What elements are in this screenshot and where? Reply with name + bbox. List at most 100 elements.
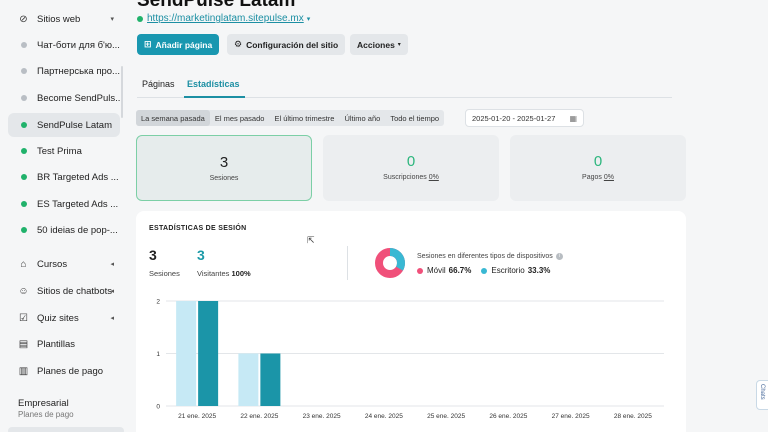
sidebar-item-label: ES Targeted Ads ... [37, 198, 119, 210]
period-filter-option[interactable]: El mes pasado [214, 113, 265, 123]
stat-label: Sesiones [209, 175, 239, 182]
sidebar-item-label: Test Prima [37, 145, 82, 157]
sidebar-item[interactable]: ⊘ Sitios web ▾ [8, 7, 120, 31]
site-settings-button[interactable]: ⚙ Configuración del sitio [227, 34, 346, 55]
sidebar-item[interactable]: ▤ Plantillas [8, 332, 120, 356]
stat-value: 0 [406, 153, 416, 170]
chevron-left-icon[interactable]: ◂ [110, 261, 114, 268]
sidebar-item-label: Quiz sites [37, 312, 79, 324]
sidebar-item-label: Cursos [37, 258, 68, 270]
sidebar-bottom-item[interactable] [8, 427, 124, 432]
chevron-left-icon[interactable]: ◂ [110, 288, 114, 295]
legend-swatch-mobile [417, 267, 423, 274]
date-range-picker[interactable]: 2025-01-20 - 2025-01-27 ▦ [465, 109, 584, 127]
actions-button[interactable]: Acciones ▾ [350, 34, 408, 55]
period-filter-option[interactable]: La semana pasada [136, 110, 210, 126]
period-filter-option[interactable]: Último año [344, 113, 381, 123]
sidebar-item[interactable]: 50 ideias de pop-... [8, 218, 120, 242]
chevron-left-icon[interactable]: ◂ [110, 315, 114, 322]
period-filter: La semana pasada El mes pasado El último t… [136, 110, 445, 126]
sidebar-item[interactable]: ES Targeted Ads ... [8, 192, 120, 216]
devices-title-text: Sesiones en diferentes tipos de disposit… [417, 253, 553, 260]
legend-mobile-pct: 66.7% [448, 266, 472, 275]
quiz-icon: ☑ [19, 312, 28, 324]
stat-card-subscriptions[interactable]: 0 Suscripciones 0% [323, 135, 499, 201]
sidebar-item[interactable]: Партнерська про... [8, 59, 120, 83]
info-icon[interactable]: i [555, 253, 563, 260]
status-dot [21, 42, 27, 48]
x-tick-label: 28 ene. 2025 [614, 413, 652, 420]
stat-pct: 0% [603, 174, 614, 181]
stat-value: 3 [219, 154, 229, 171]
plan-subtitle[interactable]: Planes de pago [18, 410, 74, 419]
period-filter-option[interactable]: Todo el tiempo [390, 113, 440, 123]
mouse-cursor-icon: ⇱ [307, 235, 315, 245]
sidebar: ⊘ Sitios web ▾ Чат-боти для б'ю... Партнерсь… [0, 0, 124, 432]
devices-title: Sesiones en diferentes tipos de disposit… [417, 253, 563, 260]
legend-swatch-desktop [481, 267, 488, 274]
status-dot [21, 227, 27, 233]
visitors-label: Visitantes 100% [197, 269, 251, 278]
x-tick-label: 24 ene. 2025 [365, 413, 403, 420]
sidebar-item[interactable]: ▥ Planes de pago [8, 359, 120, 383]
sidebar-item[interactable]: Чат-боти для б'ю... [8, 33, 120, 57]
sidebar-scrollbar[interactable] [121, 66, 123, 118]
stat-label: Suscripciones 0% [323, 174, 499, 181]
status-dot [21, 148, 27, 154]
y-tick-label: 2 [156, 299, 160, 306]
sidebar-item-label: 50 ideias de pop-... [37, 224, 118, 236]
sidebar-item[interactable]: ☺ Sitios de chatbots ◂ [8, 279, 120, 303]
stat-card-payments[interactable]: 0 Pagos 0% [510, 135, 686, 201]
chevron-down-icon: ▾ [397, 42, 401, 48]
device-legend: Móvil 66.7% Escritorio 33.3% [417, 266, 550, 275]
calendar-icon[interactable]: ▦ [569, 113, 577, 123]
x-tick-label: 21 ene. 2025 [178, 413, 216, 420]
visitors-pct: 100% [231, 269, 251, 278]
main-content: SendPulse Latam https://marketinglatam.s… [124, 0, 768, 432]
stat-pct: 0% [428, 174, 439, 181]
device-donut-chart [375, 248, 405, 278]
bar-sessions[interactable] [238, 353, 259, 407]
sidebar-item[interactable]: ⌂ Cursos ◂ [8, 252, 120, 276]
add-page-label: Añadir página [155, 39, 213, 50]
actions-label: Acciones [357, 39, 395, 50]
sidebar-item[interactable]: Become SendPuls... [8, 86, 120, 110]
sessions-value: 3 [149, 247, 157, 263]
x-tick-label: 22 ene. 2025 [240, 413, 278, 420]
legend-mobile-label: Móvil [427, 266, 446, 275]
x-tick-label: 25 ene. 2025 [427, 413, 465, 420]
sidebar-item[interactable]: Test Prima [8, 139, 120, 163]
chevron-down-icon[interactable]: ▾ [110, 16, 114, 23]
stat-card-sessions[interactable]: 3 Sesiones [136, 135, 312, 201]
sidebar-item-label: Sitios de chatbots [37, 285, 112, 297]
bar-visitors[interactable] [198, 301, 219, 406]
visitors-label-text: Visitantes [197, 269, 230, 278]
legend-desktop-label: Escritorio [491, 266, 525, 275]
sessions-label: Sesiones [149, 269, 180, 278]
courses-icon: ⌂ [20, 258, 27, 270]
chats-widget-tab[interactable]: Chats [756, 380, 768, 410]
panel-title: ESTADÍSTICAS DE SESIÓN [149, 225, 247, 232]
tab-pages[interactable]: Páginas [142, 79, 175, 89]
tab-statistics[interactable]: Estadísticas [187, 79, 240, 89]
chevron-down-icon[interactable]: ▾ [306, 15, 311, 23]
sidebar-item[interactable]: SendPulse Latam [8, 113, 120, 137]
site-settings-label: Configuración del sitio [246, 39, 339, 50]
sidebar-item[interactable]: ☑ Quiz sites ◂ [8, 306, 120, 330]
status-dot [21, 95, 27, 101]
stat-label-text: Pagos [582, 174, 602, 181]
period-filter-option[interactable]: El último trimestre [274, 113, 335, 123]
sessions-bar-chart: 0 1 2 21 ene. 2025 22 ene. 2025 23 ene. 2025 2… [156, 299, 664, 420]
add-page-button[interactable]: ⊞ Añadir página [137, 34, 220, 55]
sidebar-item[interactable]: BR Targeted Ads ... [8, 165, 120, 189]
status-dot [21, 122, 27, 128]
sidebar-item-label: Sitios web [37, 13, 81, 25]
bar-visitors[interactable] [260, 353, 281, 407]
chatbot-sites-icon: ☺ [18, 285, 29, 297]
visitors-value: 3 [197, 247, 205, 263]
status-dot [21, 201, 27, 207]
bar-sessions[interactable] [176, 301, 197, 406]
chats-label: Chats [759, 384, 765, 400]
site-url-row[interactable]: https://marketinglatam.sitepulse.mx ▾ [137, 13, 310, 24]
site-url-link[interactable]: https://marketinglatam.sitepulse.mx [147, 13, 304, 24]
